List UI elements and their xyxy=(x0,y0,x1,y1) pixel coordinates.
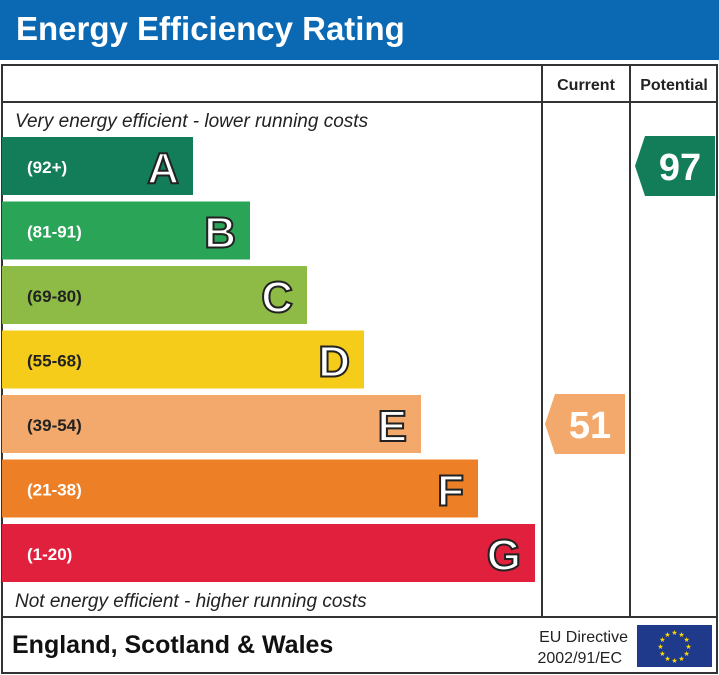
band-F: (21-38) F xyxy=(2,459,478,518)
band-range: (55-68) xyxy=(27,352,82,371)
band-letter: C xyxy=(261,273,293,322)
svg-text:★: ★ xyxy=(683,636,689,644)
band-letter: G xyxy=(487,531,521,580)
potential-header: Potential xyxy=(640,77,708,94)
potential-rating-value: 97 xyxy=(659,147,701,189)
bottom-note: Not energy efficient - higher running co… xyxy=(15,591,367,612)
svg-text:★: ★ xyxy=(678,631,684,639)
svg-text:★: ★ xyxy=(659,636,665,644)
band-bar xyxy=(2,395,421,453)
svg-text:★: ★ xyxy=(659,650,665,658)
svg-text:★: ★ xyxy=(671,657,677,665)
band-range: (69-80) xyxy=(27,287,82,306)
band-D: (55-68) D xyxy=(2,330,364,389)
band-range: (39-54) xyxy=(27,416,82,435)
band-letter: D xyxy=(318,338,350,387)
band-range: (21-38) xyxy=(27,481,82,500)
band-B: (81-91) B xyxy=(2,201,250,260)
svg-text:★: ★ xyxy=(685,643,691,651)
band-G: (1-20) G xyxy=(2,524,535,582)
svg-text:★: ★ xyxy=(683,650,689,658)
band-range: (92+) xyxy=(27,158,67,177)
top-note: Very energy efficient - lower running co… xyxy=(15,111,369,132)
band-range: (81-91) xyxy=(27,223,82,242)
band-bar xyxy=(2,330,364,389)
band-C: (69-80) C xyxy=(2,266,307,324)
band-bar xyxy=(2,137,193,195)
svg-text:★: ★ xyxy=(664,631,670,639)
region-label: England, Scotland & Wales xyxy=(12,631,333,659)
current-rating-value: 51 xyxy=(569,405,611,447)
band-bar xyxy=(2,201,250,260)
svg-text:★: ★ xyxy=(657,643,663,651)
band-range: (1-20) xyxy=(27,545,72,564)
current-header: Current xyxy=(557,77,615,94)
directive-line1: EU Directive xyxy=(539,629,628,646)
band-bar xyxy=(2,459,478,518)
eu-flag-icon: ★ ★★★★★★★★★★★ xyxy=(637,625,712,667)
band-letter: F xyxy=(437,467,464,516)
band-letter: A xyxy=(147,144,179,193)
band-A: (92+) A xyxy=(2,137,193,195)
band-bar xyxy=(2,524,535,582)
svg-text:★: ★ xyxy=(678,655,684,663)
directive-line2: 2002/91/EC xyxy=(537,650,622,667)
current-rating-arrow: 51 xyxy=(545,394,625,454)
svg-text:★: ★ xyxy=(671,629,677,637)
band-bar xyxy=(2,266,307,324)
header: Energy Efficiency Rating xyxy=(0,0,719,60)
potential-rating-arrow: 97 xyxy=(635,136,715,196)
svg-text:★: ★ xyxy=(664,655,670,663)
band-letter: B xyxy=(204,209,236,258)
band-letter: E xyxy=(378,402,407,451)
page-title: Energy Efficiency Rating xyxy=(16,10,405,47)
band-E: (39-54) E xyxy=(2,395,421,453)
